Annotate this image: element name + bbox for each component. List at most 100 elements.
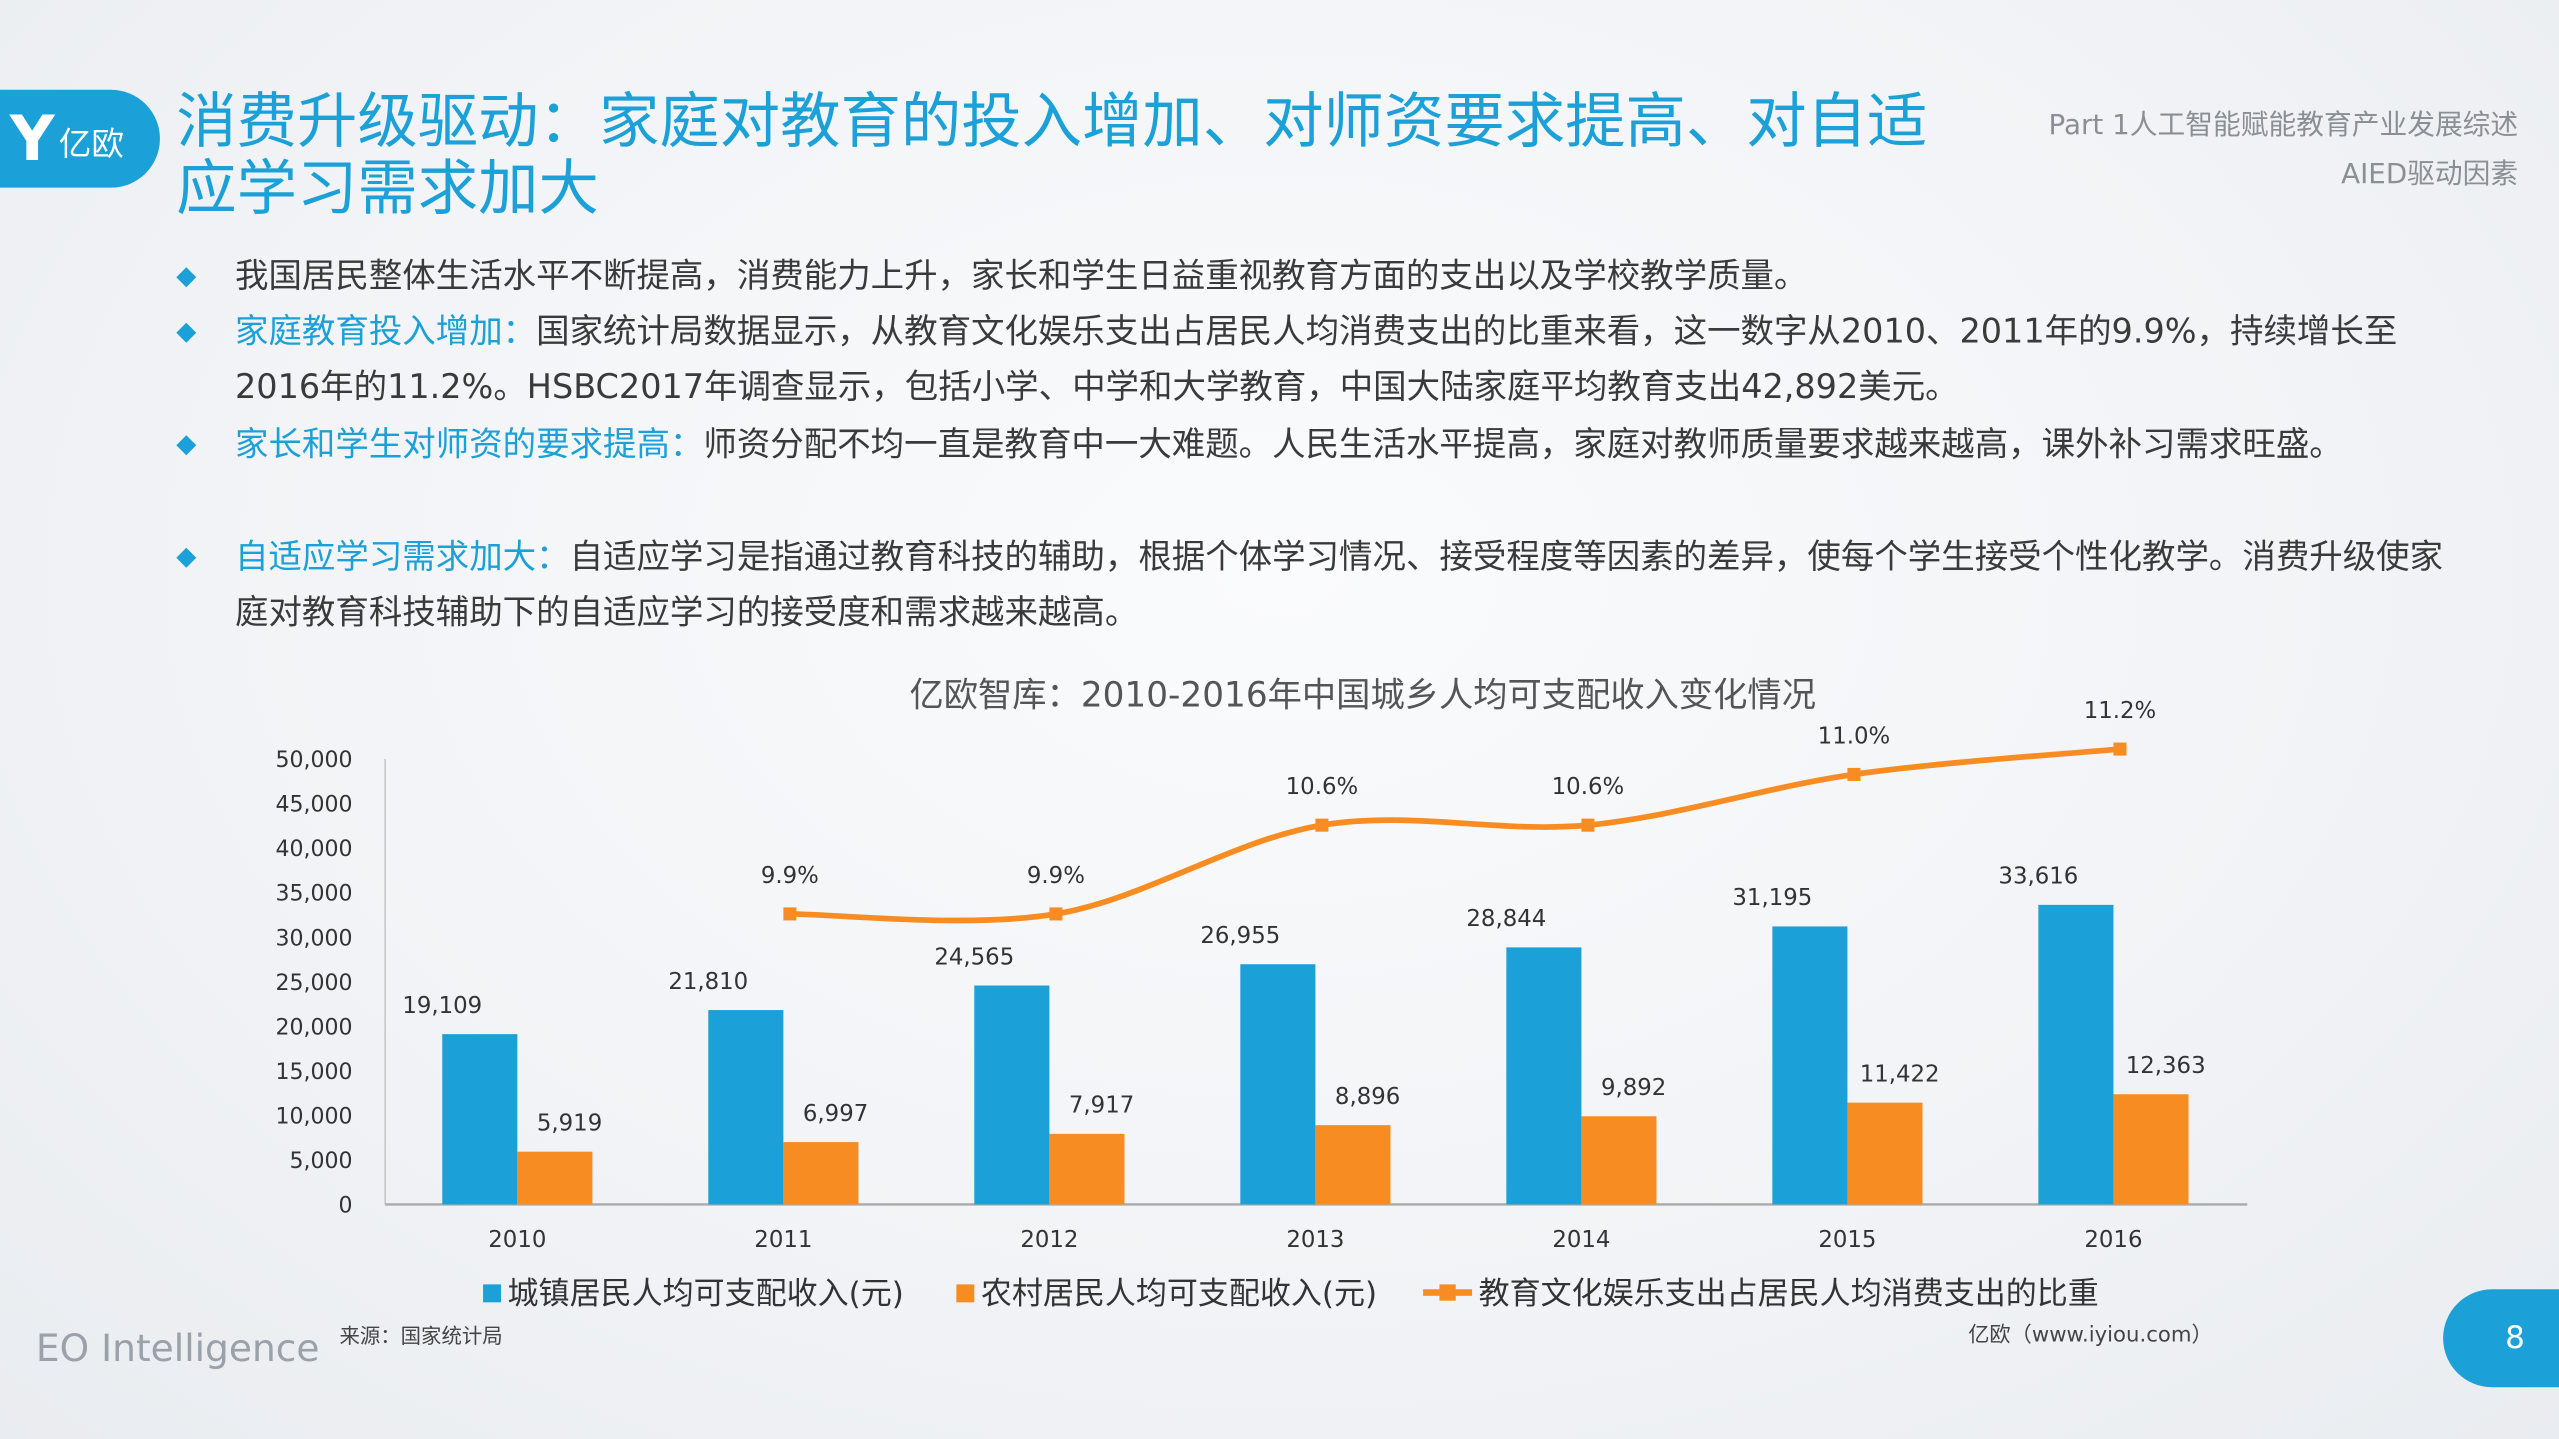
bar-data-label: 6,997 [803,1101,868,1127]
bar-data-label: 8,896 [1335,1084,1400,1110]
ratio-data-label: 11.0% [1818,723,1891,749]
y-tick-label: 30,000 [275,926,352,951]
rural-income-bar [1049,1133,1125,1205]
rural-income-bar [783,1142,859,1205]
y-tick-label: 35,000 [275,882,352,907]
urban-income-bar [1506,947,1582,1205]
diamond-icon: ◆ [176,259,197,291]
ratio-point [783,907,797,921]
x-tick-label: 2010 [488,1227,546,1253]
bar-data-label: 11,422 [1860,1061,1940,1087]
bar-data-label: 12,363 [2126,1053,2206,1079]
page-number: 8 [2443,1289,2559,1388]
rural-income-bar [1847,1102,1923,1205]
legend-item-urban: 城镇居民人均可支配收入(元) [483,1270,904,1314]
bullet-text: 家庭教育投入增加：国家统计局数据显示，从教育文化娱乐支出占居民人均消费支出的比重… [235,304,2461,415]
bullet-body: 国家统计局数据显示，从教育文化娱乐支出占居民人均消费支出的比重来看，这一数字从2… [235,311,2398,407]
urban-income-bar [442,1034,518,1205]
chart-title: 亿欧智库：2010-2016年中国城乡人均可支配收入变化情况 [909,675,1816,715]
x-tick-label: 2013 [1286,1227,1344,1253]
x-tick-label: 2016 [2084,1227,2142,1253]
x-tick-label: 2014 [1552,1227,1610,1253]
brand-text: EO Intelligence [35,1328,320,1371]
bullet-highlight: 家长和学生对师资的要求提高： [235,424,704,464]
bar-data-label: 21,810 [668,969,748,995]
x-tick-label: 2011 [754,1227,812,1253]
bullet-body: 师资分配不均一直是教育中一大难题。人民生活水平提高，家庭对教师质量要求越来越高，… [703,424,2343,464]
legend-item-rural: 农村居民人均可支配收入(元) [956,1270,1377,1314]
bullet-text: 自适应学习需求加大：自适应学习是指通过教育科技的辅助，根据个体学习情况、接受程度… [235,529,2461,640]
bullet-highlight: 家庭教育投入增加： [235,311,537,351]
bullet-item: ◆ 家长和学生对师资的要求提高：师资分配不均一直是教育中一大难题。人民生活水平提高… [176,416,2461,471]
y-tick-label: 45,000 [275,793,352,818]
rural-income-bar [1315,1125,1391,1205]
urban-income-bar [974,985,1050,1205]
ratio-point [1049,907,1063,921]
bar-data-label: 26,955 [1200,923,1280,949]
x-tick-label: 2012 [1020,1227,1078,1253]
ratio-data-label: 9.9% [1027,863,1085,889]
bullet-text: 家长和学生对师资的要求提高：师资分配不均一直是教育中一大难题。人民生活水平提高，… [235,416,2461,471]
diamond-icon: ◆ [176,427,197,459]
rural-income-bar [2113,1094,2189,1205]
y-tick-label: 25,000 [275,971,352,996]
y-tick-label: 15,000 [275,1060,352,1085]
bar-data-label: 7,917 [1069,1093,1134,1119]
y-tick-label: 0 [338,1194,352,1219]
bar-data-label: 24,565 [934,944,1014,970]
slide-title: 消费升级驱动：家庭对教育的投入增加、对师资要求提高、对自适应学习需求加大 [176,86,1928,224]
bullet-item: ◆ 我国居民整体生活水平不断提高，消费能力上升，家长和学生日益重视教育方面的支出以… [176,248,2461,303]
legend-swatch [483,1284,502,1303]
bar-data-label: 5,919 [537,1110,602,1136]
site-note: 亿欧（www.iyiou.com） [1968,1323,2213,1349]
ratio-point [2113,742,2127,756]
diamond-icon: ◆ [176,314,197,346]
diamond-icon: ◆ [176,540,197,572]
ratio-line [789,746,2121,924]
bar-data-label: 33,616 [1998,864,2078,890]
bullet-text: 我国居民整体生活水平不断提高，消费能力上升，家长和学生日益重视教育方面的支出以及… [235,248,2461,303]
bar-data-label: 19,109 [402,993,482,1019]
bullet-item: ◆ 家庭教育投入增加：国家统计局数据显示，从教育文化娱乐支出占居民人均消费支出的比… [176,304,2461,415]
y-tick-label: 5,000 [289,1149,352,1174]
logo: Y 亿欧 [0,89,160,188]
ratio-point [1315,818,1329,832]
y-tick-label: 50,000 [275,748,352,773]
legend-label: 教育文化娱乐支出占居民人均消费支出的比重 [1478,1276,2099,1313]
urban-income-bar [1772,926,1848,1205]
logo-mark: Y [9,102,55,175]
urban-income-bar [708,1010,784,1205]
ratio-point [1581,818,1595,832]
ratio-data-label: 10.6% [1286,774,1359,800]
bullet-body: 自适应学习是指通过教育科技的辅助，根据个体学习情况、接受程度等因素的差异，使每个… [235,536,2444,632]
rural-income-bar [517,1151,593,1205]
x-tick-label: 2015 [1818,1227,1876,1253]
ratio-data-label: 9.9% [761,863,819,889]
legend-item-ratio: 教育文化娱乐支出占居民人均消费支出的比重 [1423,1270,2099,1314]
rural-income-bar [1581,1116,1657,1205]
bar-data-label: 31,195 [1732,885,1812,911]
ratio-data-label: 11.2% [2084,698,2157,724]
bullet-item: ◆ 自适应学习需求加大：自适应学习是指通过教育科技的辅助，根据个体学习情况、接受程… [176,529,2461,640]
legend-swatch [956,1284,975,1303]
ratio-data-label: 10.6% [1552,774,1625,800]
urban-income-bar [2038,904,2114,1205]
bullet-body: 我国居民整体生活水平不断提高，消费能力上升，家长和学生日益重视教育方面的支出以及… [235,256,1808,296]
bar-data-label: 9,892 [1601,1075,1666,1101]
bullet-highlight: 自适应学习需求加大： [235,536,570,577]
legend-label: 城镇居民人均可支配收入(元) [507,1276,904,1313]
bar-data-label: 28,844 [1466,906,1546,932]
logo-text: 亿欧 [58,124,125,164]
y-tick-label: 10,000 [275,1104,352,1129]
ratio-point [1847,767,1861,781]
y-tick-label: 20,000 [275,1015,352,1040]
part-label: Part 1人工智能赋能教育产业发展综述 [2048,109,2519,142]
source-note: 来源：国家统计局 [339,1323,503,1349]
legend-label: 农村居民人均可支配收入(元) [980,1276,1378,1313]
y-tick-label: 40,000 [275,837,352,862]
urban-income-bar [1240,964,1316,1205]
section-label: AIED驱动因素 [2341,158,2519,191]
legend-line-swatch [1423,1284,1473,1301]
